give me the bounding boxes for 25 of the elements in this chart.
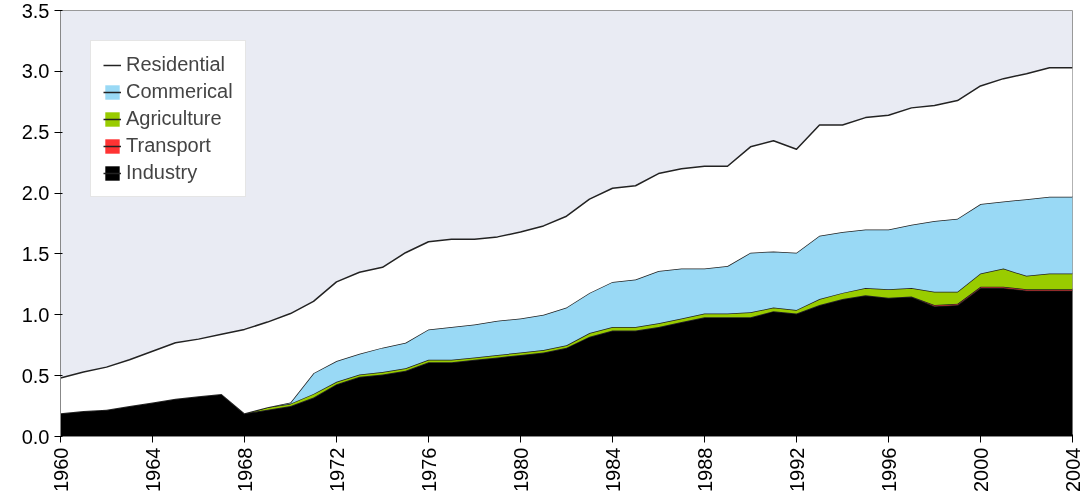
y-tick-label: 1.0: [21, 303, 50, 326]
x-tick-label: 1964: [141, 447, 164, 492]
x-tick-label: 1988: [693, 447, 716, 492]
legend-label: Agriculture: [126, 107, 222, 130]
x-tick-label: 2000: [969, 447, 992, 492]
legend-label: Transport: [126, 134, 211, 157]
y-tick-label: 2.0: [21, 182, 50, 205]
y-tick-label: 3.0: [21, 60, 50, 83]
legend-label: Industry: [126, 161, 198, 184]
y-tick-label: 2.5: [21, 121, 50, 144]
y-tick-label: 0.5: [21, 364, 50, 387]
legend-label: Commerical: [126, 80, 233, 103]
y-tick-label: 1.5: [21, 242, 50, 265]
x-tick-label: 1972: [325, 447, 348, 492]
x-tick-label: 1996: [877, 447, 900, 492]
x-tick-label: 1992: [785, 447, 808, 492]
x-tick-label: 1960: [49, 447, 72, 492]
x-tick-label: 1976: [417, 447, 440, 492]
x-tick-label: 1968: [233, 447, 256, 492]
y-tick-label: 3.5: [21, 0, 50, 22]
y-tick-label: 0.0: [21, 425, 50, 448]
x-tick-label: 2004: [1061, 447, 1084, 492]
legend-label: Residential: [126, 53, 225, 76]
x-tick-label: 1984: [601, 447, 624, 492]
x-tick-label: 1980: [509, 447, 532, 492]
